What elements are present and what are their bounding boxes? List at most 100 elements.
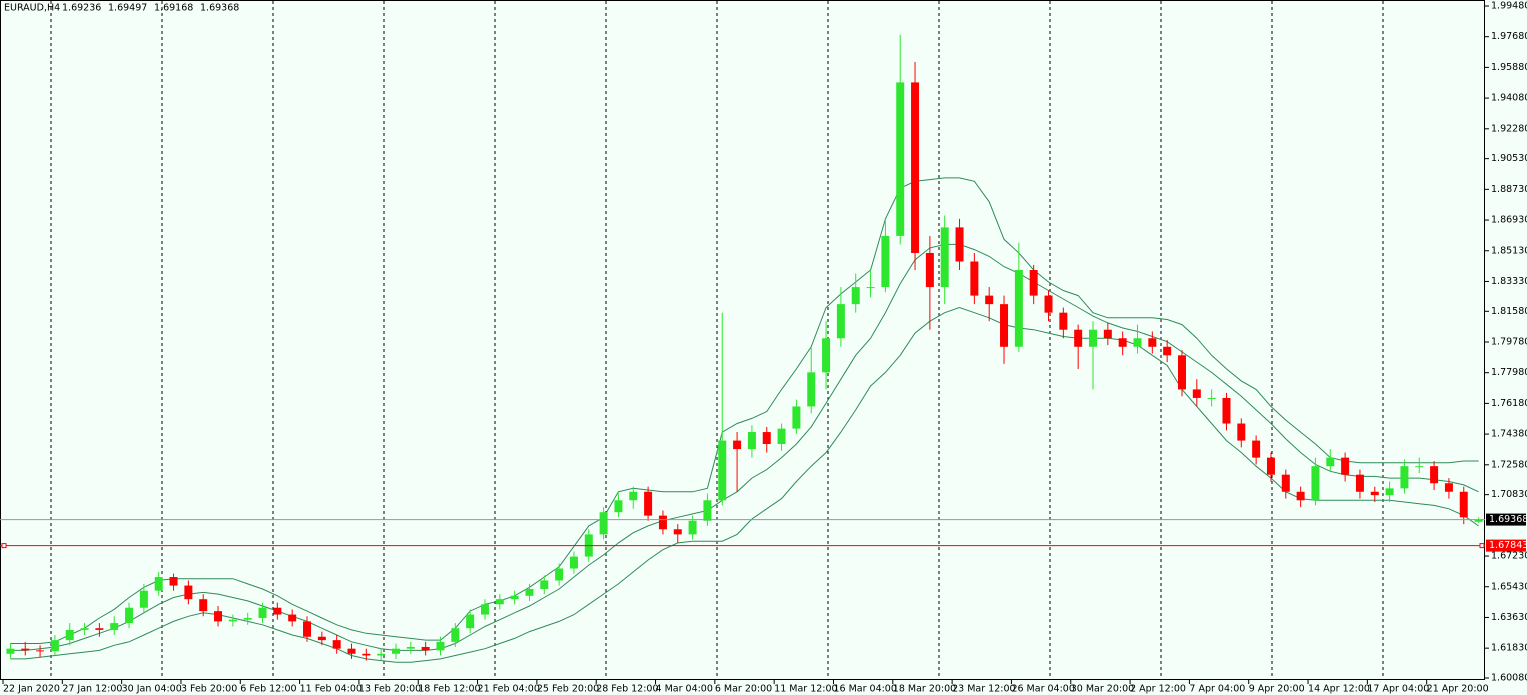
candle-body	[540, 580, 549, 589]
candle-body	[1118, 338, 1127, 347]
candle-body	[644, 491, 653, 516]
x-tick-label: 28 Feb 12:00	[596, 684, 658, 695]
candle-body	[911, 82, 920, 253]
candle-body	[199, 599, 208, 612]
candle-body	[139, 590, 148, 608]
candle-body	[1163, 346, 1172, 356]
x-tick-label: 30 Mar 20:00	[1071, 684, 1134, 695]
candle-body	[1059, 312, 1068, 330]
candle-body	[332, 640, 341, 649]
candle-body	[214, 611, 223, 622]
candle-body	[95, 628, 104, 630]
y-tick-label: 1.83330	[1491, 276, 1527, 287]
candle-body	[1459, 491, 1468, 518]
candle-body	[1029, 270, 1038, 296]
y-tick-label: 1.60080	[1491, 673, 1527, 684]
x-tick-label: 25 Feb 20:00	[537, 684, 599, 695]
candle-body	[525, 588, 534, 596]
candle-body	[406, 646, 415, 649]
y-tick-label: 1.86930	[1491, 215, 1527, 226]
header-low: 1.69168	[154, 3, 193, 14]
y-tick-label: 1.81580	[1491, 306, 1527, 317]
candle-body	[688, 520, 697, 535]
candle-body	[747, 432, 756, 450]
candle-body	[1252, 440, 1261, 458]
candle-body	[436, 641, 445, 651]
x-tick-label: 26 Mar 04:00	[1011, 684, 1074, 695]
y-tick-label: 1.95880	[1491, 62, 1527, 73]
candle-body	[1341, 457, 1350, 475]
candle-body	[762, 432, 771, 444]
candle-body	[703, 500, 712, 521]
x-tick-label: 30 Jan 04:00	[122, 684, 182, 695]
candle-body	[154, 577, 163, 591]
x-tick-label: 2 Apr 12:00	[1130, 684, 1186, 695]
candle-body	[1133, 338, 1142, 347]
header-high: 1.69497	[108, 3, 147, 14]
candle-body	[1148, 338, 1157, 347]
x-tick-label: 21 Feb 04:00	[478, 684, 540, 695]
candle-body	[273, 607, 282, 615]
candle-body	[629, 491, 638, 501]
candle-body	[451, 628, 460, 642]
candle-body	[733, 440, 742, 450]
y-tick-label: 1.90530	[1491, 153, 1527, 164]
candle-body	[1281, 474, 1290, 492]
band-lower	[10, 306, 1479, 663]
candle-body	[1177, 355, 1186, 390]
y-tick-label: 1.70830	[1491, 489, 1527, 500]
candle-body	[110, 623, 119, 630]
candle-body	[851, 287, 860, 305]
y-tick-label: 1.67230	[1491, 551, 1527, 562]
candle-body	[658, 515, 667, 530]
y-tick-label: 1.94080	[1491, 93, 1527, 104]
band-middle	[10, 243, 1479, 651]
candle-body	[881, 235, 890, 288]
candle-body	[1000, 304, 1009, 347]
line-handle	[1479, 543, 1485, 549]
candle-body	[1430, 466, 1439, 484]
candle-body	[228, 619, 237, 622]
x-tick-label: 7 Apr 04:00	[1189, 684, 1245, 695]
plot-frame	[0, 0, 1485, 680]
x-tick-label: 23 Mar 12:00	[952, 684, 1015, 695]
y-tick-label: 1.77980	[1491, 367, 1527, 378]
header-open: 1.69236	[62, 3, 101, 14]
candle-body	[362, 653, 371, 656]
candle-body	[614, 500, 623, 513]
candle-body	[1326, 457, 1335, 467]
candle-body	[1192, 389, 1201, 398]
candle-body	[243, 617, 252, 620]
candle-body	[1444, 483, 1453, 492]
y-tick-label: 1.88730	[1491, 184, 1527, 195]
candle-body	[50, 640, 59, 652]
candle-body	[65, 629, 74, 641]
candle-body	[125, 607, 134, 624]
plot-layer	[0, 1, 1485, 680]
y-tick-label: 1.72580	[1491, 459, 1527, 470]
candle-body	[480, 604, 489, 615]
candle-body	[80, 628, 89, 630]
line-label-box	[1486, 539, 1526, 552]
x-tick-label: 11 Mar 12:00	[774, 684, 837, 695]
y-tick-label: 1.79780	[1491, 337, 1527, 348]
x-tick-label: 4 Mar 04:00	[656, 684, 713, 695]
x-tick-label: 6 Feb 12:00	[240, 684, 296, 695]
candle-body	[940, 227, 949, 288]
x-tick-label: 17 Apr 04:00	[1367, 684, 1429, 695]
candle-body	[1237, 423, 1246, 441]
header-close: 1.69368	[200, 3, 239, 14]
candle-body	[6, 648, 15, 654]
y-tick-label: 1.65430	[1491, 581, 1527, 592]
candle-body	[599, 512, 608, 535]
y-tick-label: 1.63630	[1491, 612, 1527, 623]
x-tick-label: 18 Mar 20:00	[893, 684, 956, 695]
y-tick-label: 1.92280	[1491, 123, 1527, 134]
candle-body	[36, 650, 45, 652]
candle-body	[822, 338, 831, 373]
x-tick-label: 13 Feb 20:00	[359, 684, 421, 695]
candle-body	[1089, 329, 1098, 347]
x-tick-label: 11 Feb 04:00	[300, 684, 362, 695]
line-handle	[1, 543, 7, 549]
y-tick-label: 1.97680	[1491, 31, 1527, 42]
